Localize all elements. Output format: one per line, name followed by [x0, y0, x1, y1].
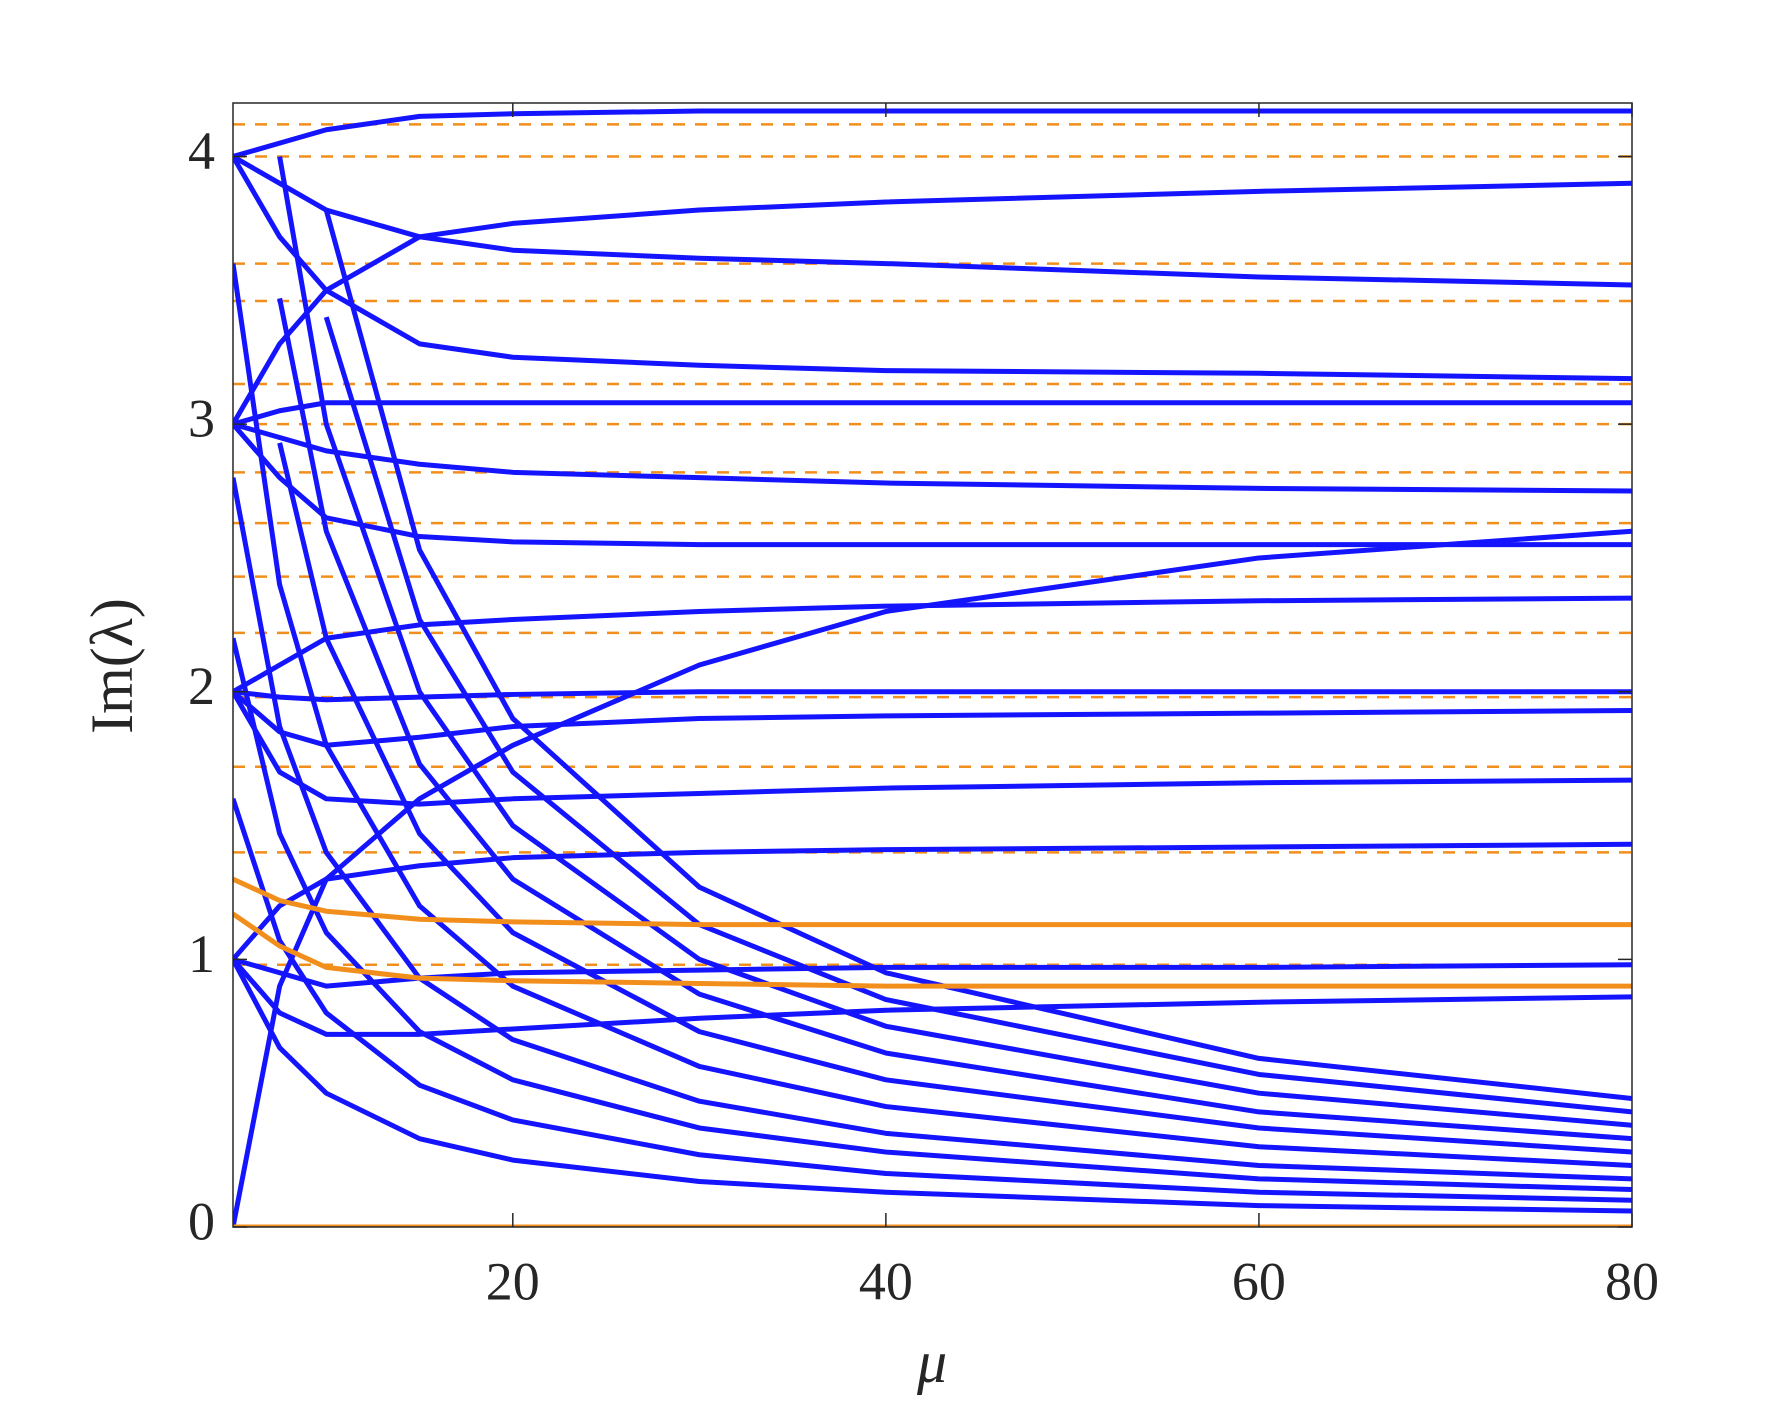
series-line	[233, 876, 1632, 928]
x-tick-label: 20	[486, 1251, 540, 1311]
series-group	[233, 108, 1632, 1227]
y-tick-label: 1	[188, 924, 215, 984]
series-line	[277, 156, 1632, 1128]
series-line	[233, 595, 1632, 694]
series-line	[233, 911, 1632, 989]
plot-area	[233, 108, 1632, 1227]
series-line	[233, 108, 1632, 159]
y-tick-label: 4	[188, 121, 215, 181]
series-line	[233, 154, 1632, 288]
series-line	[233, 422, 1632, 548]
series-line	[233, 958, 1632, 1214]
x-axis-label: μ	[916, 1329, 947, 1395]
series-line	[233, 957, 1632, 1037]
y-tick-label: 2	[188, 656, 215, 716]
series-line	[233, 400, 1632, 427]
series-line	[233, 956, 1632, 989]
series-line	[277, 442, 1632, 1155]
series-line	[233, 637, 1632, 1193]
series-line	[233, 690, 1632, 807]
series-line	[233, 155, 1632, 382]
series-line	[323, 209, 1632, 1102]
series-line	[233, 798, 1632, 1203]
series-line	[233, 689, 1632, 748]
series-line	[233, 421, 1632, 494]
series-line	[233, 180, 1632, 426]
y-tick-label: 3	[188, 389, 215, 449]
series-line	[277, 297, 1632, 1142]
series-line	[233, 689, 1632, 703]
axes-box	[232, 102, 1633, 1228]
y-tick-label: 0	[188, 1191, 215, 1251]
series-line	[233, 841, 1632, 962]
series-line	[233, 477, 1632, 1182]
x-tick-label: 80	[1605, 1251, 1659, 1311]
x-tick-label: 60	[1232, 1251, 1286, 1311]
x-tick-label: 40	[859, 1251, 913, 1311]
y-axis-label: Im(λ)	[79, 598, 145, 734]
series-line	[233, 263, 1632, 1168]
